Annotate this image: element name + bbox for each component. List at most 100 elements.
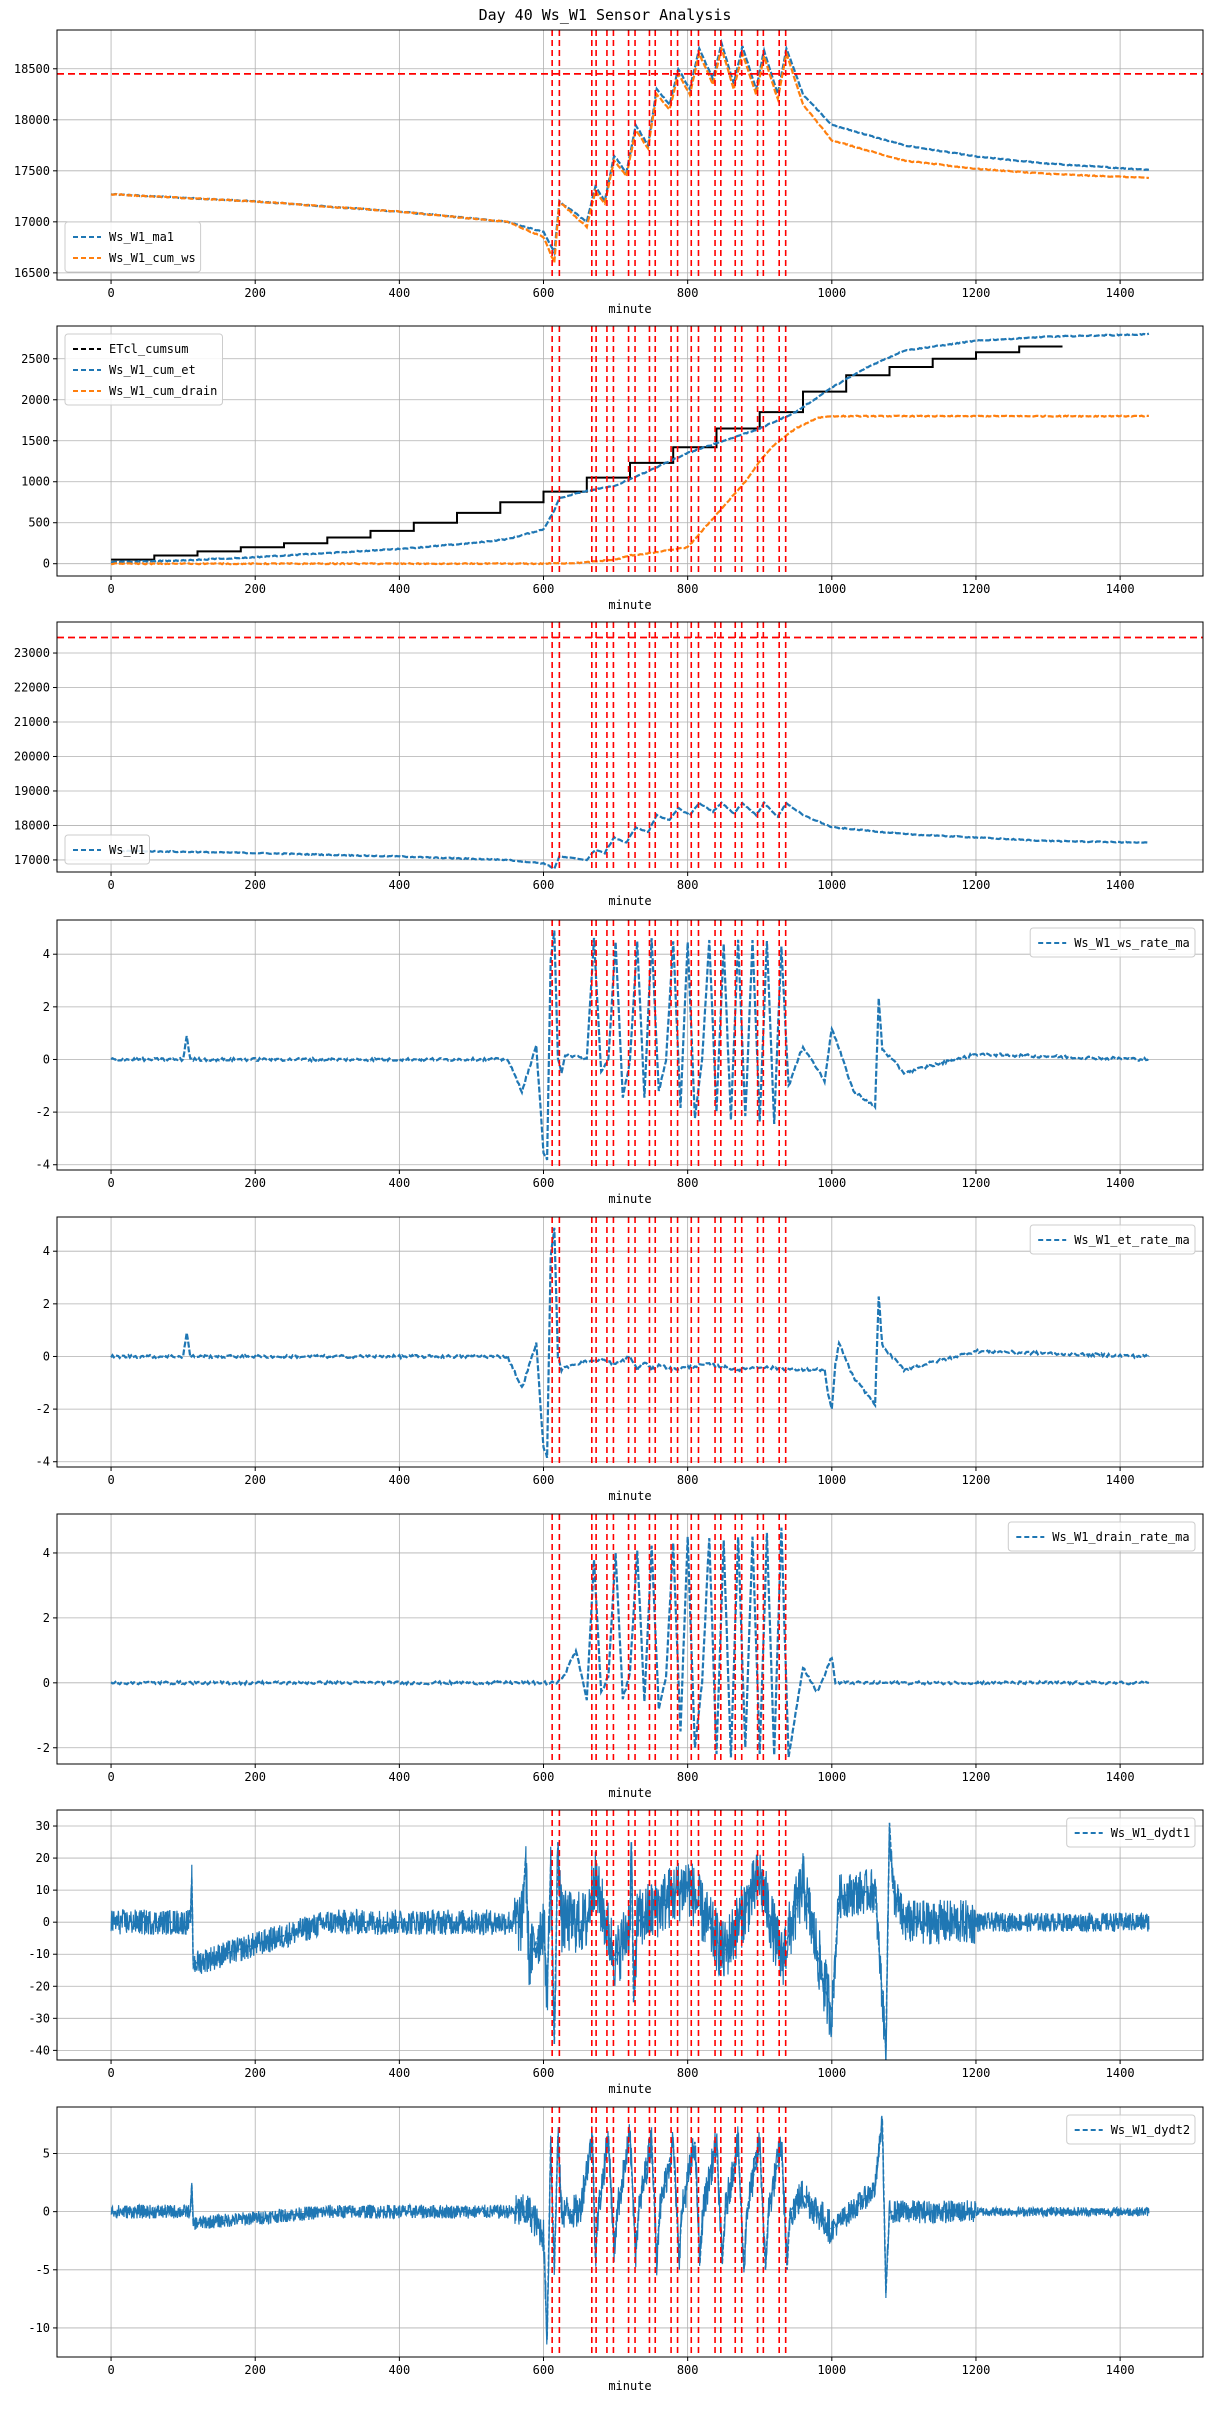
x-tick-label: 1400 [1106, 2066, 1135, 2080]
x-tick-label: 800 [677, 286, 699, 300]
x-tick-label: 0 [107, 286, 114, 300]
x-tick-label: 1000 [817, 878, 846, 892]
x-tick-label: 200 [244, 1770, 266, 1784]
y-tick-label: -20 [28, 1979, 50, 1993]
y-tick-label: -2 [36, 1741, 50, 1755]
plot-area [57, 622, 1203, 872]
y-tick-label: 17000 [14, 853, 50, 867]
y-tick-label: -4 [36, 1158, 50, 1172]
series-line-Ws_W1_dydt2 [110, 2115, 1150, 2345]
x-axis-label: minute [608, 1786, 651, 1800]
chart-panel-3: 0 200 400 600 800 1000 1200 1400 17000 18000 19000… [14, 621, 1204, 908]
axes-frame [56, 621, 1204, 873]
x-tick-label: 1200 [962, 878, 991, 892]
plot-area [57, 30, 1203, 280]
x-tick-label: 1000 [817, 2066, 846, 2080]
x-tick-label: 200 [244, 2066, 266, 2080]
x-tick-label: 1200 [962, 582, 991, 596]
x-tick-label: 200 [244, 1176, 266, 1190]
y-tick-label: 21000 [14, 715, 50, 729]
x-tick-label: 1000 [817, 1473, 846, 1487]
x-tick-label: 400 [389, 1473, 411, 1487]
plot-area [110, 1514, 1149, 1764]
x-tick-label: 1200 [962, 1770, 991, 1784]
panels: 0 200 400 600 800 1000 1200 1400165001700017500… [14, 29, 1204, 2393]
legend: Ws_W1 [64, 834, 150, 865]
legend-box [1029, 1224, 1196, 1255]
y-tick-label: 17000 [14, 215, 50, 229]
y-tick-label: 2 [43, 1000, 50, 1014]
x-tick-label: 800 [677, 582, 699, 596]
x-tick-label: 1000 [817, 582, 846, 596]
x-tick-label: 600 [533, 286, 555, 300]
x-tick-label: 600 [533, 2066, 555, 2080]
x-tick-label: 0 [107, 2363, 114, 2377]
x-tick-label: 800 [677, 1473, 699, 1487]
y-tick-label: -5 [36, 2263, 50, 2277]
plot-area [110, 1810, 1150, 2060]
x-tick-label: 0 [107, 1176, 114, 1190]
x-tick-label: 1200 [962, 2066, 991, 2080]
legend-box [1066, 1817, 1196, 1848]
x-tick-label: 400 [389, 878, 411, 892]
x-tick-label: 400 [389, 1770, 411, 1784]
y-tick-label: 0 [43, 557, 50, 571]
legend: Ws_W1_ma1 Ws_W1_cum_ws [64, 221, 202, 273]
x-tick-label: 1000 [817, 286, 846, 300]
x-axis-label: minute [608, 302, 651, 316]
y-tick-label: 1000 [21, 475, 50, 489]
legend-label: Ws_W1_cum_ws [109, 251, 196, 265]
y-tick-label: 0 [43, 1052, 50, 1066]
x-axis-label: minute [608, 894, 651, 908]
x-tick-label: 600 [533, 582, 555, 596]
y-tick-label: -10 [28, 2321, 50, 2335]
x-tick-label: 800 [677, 1176, 699, 1190]
x-tick-label: 1200 [962, 1473, 991, 1487]
chart-panel-2: 0 200 400 600 800 1000 1200 1400 0 500 1000 1500 200… [21, 325, 1204, 612]
legend: Ws_W1_drain_rate_ma [1007, 1521, 1196, 1552]
y-tick-label: 2 [43, 1611, 50, 1625]
x-tick-label: 0 [107, 878, 114, 892]
x-tick-label: 600 [533, 1176, 555, 1190]
axes-frame [56, 1216, 1204, 1468]
x-tick-label: 600 [533, 878, 555, 892]
legend-box [64, 333, 223, 406]
axes-frame [56, 325, 1204, 577]
chart-panel-8: 0 200 400 600 800 1000 1200 1400 -10 -5 0 5 minute Ws… [28, 2106, 1204, 2393]
legend-box [1007, 1521, 1196, 1552]
y-tick-label: 2000 [21, 393, 50, 407]
x-tick-label: 200 [244, 582, 266, 596]
y-tick-label: 4 [43, 1244, 50, 1258]
legend-box [1029, 927, 1196, 958]
plot-area [110, 326, 1150, 576]
chart-panel-7: 0 200 400 600 800 1000 1200 1400 -40 -30 -20 -10 0 10… [28, 1809, 1204, 2096]
x-tick-label: 1400 [1106, 1176, 1135, 1190]
series-line-ETcl_cumsum [111, 345, 1063, 561]
y-tick-label: 0 [43, 1915, 50, 1929]
series-peaks-Ws_W1_dydt1 [111, 1822, 1149, 2051]
y-tick-label: -30 [28, 2011, 50, 2025]
x-tick-label: 400 [389, 2363, 411, 2377]
legend: Ws_W1_ws_rate_ma [1029, 927, 1196, 958]
x-tick-label: 0 [107, 1770, 114, 1784]
axes-frame [56, 2106, 1204, 2358]
x-tick-label: 1200 [962, 1176, 991, 1190]
y-tick-label: -2 [36, 1402, 50, 1416]
x-axis-label: minute [608, 2082, 651, 2096]
x-tick-label: 600 [533, 1473, 555, 1487]
y-tick-label: -2 [36, 1105, 50, 1119]
series-line-Ws_W1 [110, 800, 1149, 871]
y-tick-label: 2500 [21, 352, 50, 366]
legend-label: Ws_W1_ws_rate_ma [1074, 936, 1190, 950]
legend: Ws_W1_et_rate_ma [1029, 1224, 1196, 1255]
x-tick-label: 600 [533, 2363, 555, 2377]
x-tick-label: 1400 [1106, 582, 1135, 596]
y-tick-label: 1500 [21, 434, 50, 448]
x-tick-label: 1400 [1106, 1770, 1135, 1784]
series-line-Ws_W1_drain_rate_ma [110, 1527, 1149, 1758]
plot-area [110, 2107, 1150, 2357]
y-tick-label: 20000 [14, 749, 50, 763]
y-tick-label: 20 [36, 1851, 50, 1865]
y-tick-label: 0 [43, 1676, 50, 1690]
